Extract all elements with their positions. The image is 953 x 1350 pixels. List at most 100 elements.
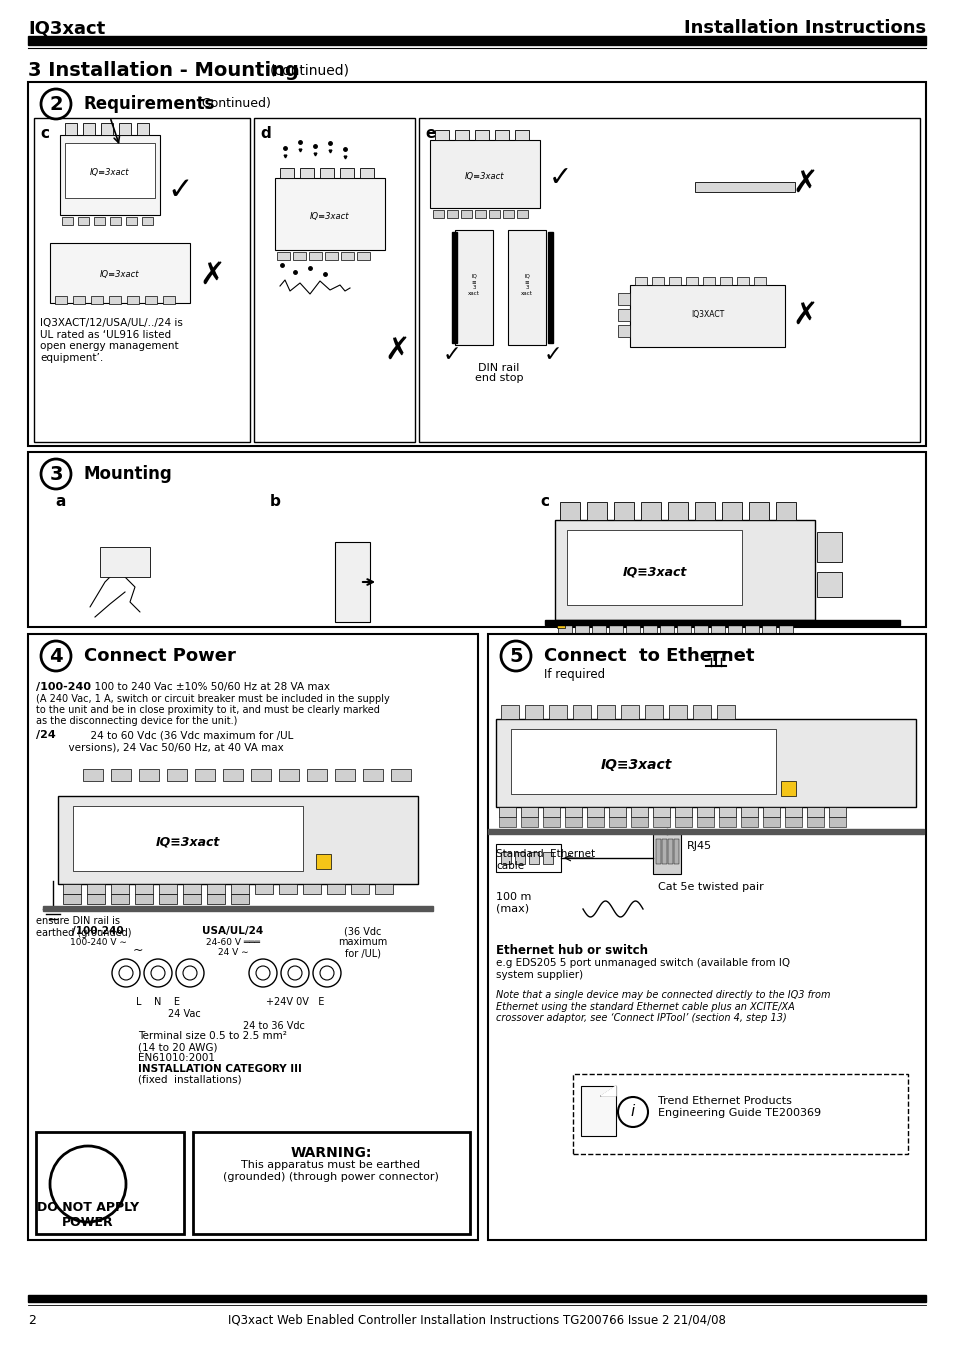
Bar — [359, 167, 374, 178]
Text: versions), 24 Vac 50/60 Hz, at 40 VA max: versions), 24 Vac 50/60 Hz, at 40 VA max — [36, 743, 283, 752]
Bar — [119, 123, 131, 135]
Bar — [668, 277, 680, 285]
Bar — [145, 296, 157, 304]
Text: Connect Power: Connect Power — [84, 647, 235, 666]
Bar — [455, 230, 493, 346]
Bar — [828, 807, 845, 817]
Bar — [629, 285, 784, 347]
Text: EN61010:2001: EN61010:2001 — [138, 1053, 214, 1062]
Bar — [498, 807, 516, 817]
Bar — [110, 217, 121, 225]
Bar — [327, 884, 345, 894]
Text: Connect  to Ethernet: Connect to Ethernet — [543, 647, 754, 666]
Text: c: c — [539, 494, 548, 509]
Text: 5: 5 — [509, 647, 522, 666]
Bar — [307, 769, 327, 782]
Bar — [547, 232, 553, 343]
Bar — [675, 817, 691, 828]
Bar — [515, 852, 524, 864]
Bar — [28, 1295, 925, 1301]
Text: ✓: ✓ — [442, 346, 461, 365]
Text: (36 Vdc: (36 Vdc — [344, 926, 381, 936]
Text: e: e — [424, 126, 435, 140]
Bar — [194, 769, 214, 782]
Text: RJ45: RJ45 — [686, 841, 711, 850]
Bar — [488, 829, 923, 834]
Bar — [193, 1133, 470, 1234]
Text: i: i — [630, 1104, 635, 1119]
Bar — [65, 143, 154, 198]
Bar — [673, 838, 679, 864]
Text: IQ
≡
3
xact: IQ ≡ 3 xact — [468, 274, 479, 296]
Text: Terminal size 0.5 to 2.5 mm²: Terminal size 0.5 to 2.5 mm² — [138, 1031, 287, 1041]
Bar — [644, 705, 662, 720]
Bar — [299, 167, 314, 178]
Bar — [717, 705, 734, 720]
Bar — [608, 624, 622, 633]
Bar — [762, 817, 780, 828]
Bar — [784, 807, 801, 817]
Text: Mounting: Mounting — [84, 464, 172, 483]
Bar — [65, 123, 77, 135]
Text: 4: 4 — [50, 647, 63, 666]
Bar — [137, 123, 149, 135]
Bar — [542, 817, 559, 828]
Bar — [488, 634, 925, 1241]
Bar — [135, 884, 152, 894]
Text: Ethernet hub or switch: Ethernet hub or switch — [496, 944, 647, 957]
Bar — [573, 705, 590, 720]
Text: USA/UL/24: USA/UL/24 — [202, 926, 263, 936]
Circle shape — [319, 967, 334, 980]
Bar — [597, 705, 615, 720]
Bar — [635, 277, 646, 285]
Bar — [656, 838, 660, 864]
Bar — [744, 624, 759, 633]
Bar — [339, 167, 354, 178]
Bar — [207, 884, 225, 894]
Bar — [127, 296, 139, 304]
Bar — [748, 502, 768, 520]
Text: 2: 2 — [28, 1314, 36, 1327]
Text: IQ3xact Web Enabled Controller Installation Instructions TG200766 Issue 2 21/04/: IQ3xact Web Enabled Controller Installat… — [228, 1314, 725, 1327]
Text: IQ
≡
3
xact: IQ ≡ 3 xact — [520, 274, 533, 296]
Bar — [111, 769, 131, 782]
Bar — [529, 852, 538, 864]
Bar — [496, 720, 915, 807]
Text: c: c — [40, 126, 49, 140]
Bar — [142, 217, 152, 225]
Bar — [608, 817, 625, 828]
Bar — [557, 620, 564, 628]
Bar — [520, 807, 537, 817]
Bar — [167, 769, 187, 782]
Text: Standard  Ethernet
cable: Standard Ethernet cable — [496, 849, 595, 871]
Circle shape — [500, 641, 531, 671]
Bar — [544, 620, 899, 625]
Text: b: b — [270, 494, 280, 509]
Bar — [475, 211, 485, 217]
Circle shape — [112, 958, 140, 987]
Text: If required: If required — [543, 668, 604, 680]
Bar — [659, 624, 673, 633]
Bar — [253, 117, 415, 441]
Bar — [507, 230, 545, 346]
Bar — [111, 884, 129, 894]
Bar — [721, 502, 741, 520]
Circle shape — [313, 958, 340, 987]
Bar — [460, 211, 472, 217]
Bar — [36, 1133, 184, 1234]
Bar — [183, 894, 201, 904]
Bar — [720, 277, 731, 285]
Text: 100 to 240 Vac ±10% 50/60 Hz at 28 VA max: 100 to 240 Vac ±10% 50/60 Hz at 28 VA ma… — [88, 682, 330, 693]
Text: 100 m
(max): 100 m (max) — [496, 892, 531, 914]
Bar — [207, 894, 225, 904]
Bar — [695, 502, 714, 520]
Bar — [276, 252, 290, 261]
Bar — [693, 624, 707, 633]
Text: 3 Installation - Mounting: 3 Installation - Mounting — [28, 61, 298, 80]
Bar — [695, 182, 794, 192]
Text: ✓: ✓ — [543, 346, 561, 365]
Bar — [83, 123, 95, 135]
Bar — [500, 852, 511, 864]
Bar — [652, 807, 669, 817]
Bar — [278, 884, 296, 894]
